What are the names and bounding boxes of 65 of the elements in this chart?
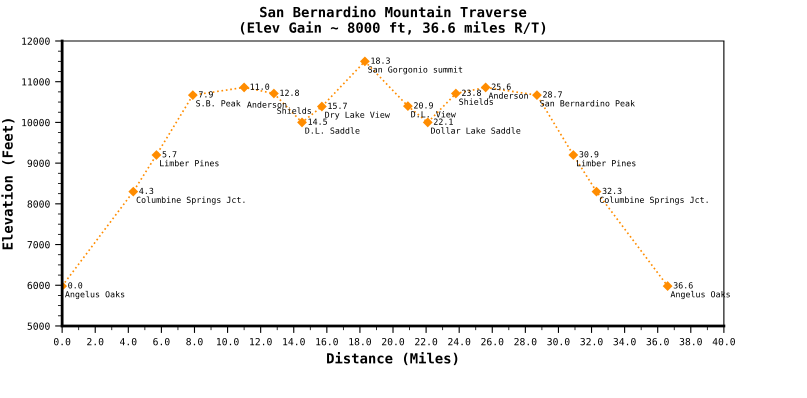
annotation: D.L. Saddle bbox=[305, 127, 360, 134]
x-tick-label: 32.0 bbox=[580, 338, 603, 346]
annotation: San Gorgonio summit bbox=[368, 66, 462, 74]
x-tick-label: 24.0 bbox=[448, 338, 470, 346]
annotation: Dollar Lake Saddle bbox=[431, 127, 520, 134]
y-tick-label: 11000 bbox=[22, 78, 50, 86]
x-tick-label: 8.0 bbox=[186, 338, 203, 346]
annotation: 30.9 bbox=[579, 151, 598, 158]
x-tick-label: 12.0 bbox=[250, 338, 272, 346]
y-tick-label: 8000 bbox=[28, 200, 50, 208]
annotation: 0.0 bbox=[68, 282, 82, 289]
annotation: 4.3 bbox=[139, 188, 154, 194]
x-tick-label: 16.0 bbox=[316, 338, 338, 346]
annotation: Dry Lake View bbox=[325, 111, 390, 120]
y-axis-title: Elevation (Feet) bbox=[1, 119, 14, 250]
annotation: 23.8 bbox=[462, 90, 481, 96]
annotation: Columbine Springs Jct. bbox=[136, 196, 244, 205]
y-tick-label: 10000 bbox=[22, 118, 50, 126]
annotation: Anderson bbox=[247, 101, 286, 108]
y-tick-label: 5000 bbox=[28, 322, 50, 330]
annotation: 12.8 bbox=[280, 90, 299, 96]
x-tick-label: 22.0 bbox=[415, 338, 438, 346]
x-tick-label: 28.0 bbox=[514, 338, 536, 346]
x-tick-label: 6.0 bbox=[153, 338, 170, 346]
x-tick-label: 26.0 bbox=[481, 338, 504, 346]
annotation: Shields bbox=[277, 107, 311, 114]
x-tick-label: 36.0 bbox=[646, 338, 669, 346]
annotation: 7.9 bbox=[198, 91, 213, 98]
y-tick-label: 7000 bbox=[28, 241, 50, 248]
y-tick-label: 12000 bbox=[22, 38, 50, 45]
annotation: 22.1 bbox=[434, 118, 453, 125]
annotation: Shields bbox=[459, 98, 493, 105]
x-tick-label: 0.0 bbox=[54, 338, 70, 346]
x-tick-label: 10.0 bbox=[217, 338, 239, 346]
annotation: 25.6 bbox=[492, 84, 511, 90]
y-tick-label: 6000 bbox=[28, 282, 50, 290]
x-tick-label: 4.0 bbox=[120, 338, 136, 346]
x-tick-label: 34.0 bbox=[614, 338, 636, 346]
annotation: 18.3 bbox=[371, 57, 390, 64]
chart-title: San Bernardino Mountain Traverse (Elev Gain ~ 8000 ft, 36.6 miles R/T) bbox=[240, 6, 546, 35]
annotation: 15.7 bbox=[328, 102, 347, 109]
annotation: Anderson bbox=[488, 92, 528, 99]
annotation: 14.5 bbox=[308, 118, 327, 125]
annotation: Limber Pines bbox=[160, 160, 219, 166]
annotation: Limber Pines bbox=[576, 160, 636, 166]
annotation: Angelus Oaks bbox=[65, 290, 124, 300]
y-tick-label: 9000 bbox=[28, 160, 50, 167]
x-tick-label: 40.0 bbox=[712, 338, 735, 346]
annotation: 5.7 bbox=[162, 151, 176, 158]
annotation: S.B. Peak bbox=[196, 100, 241, 106]
annotation: Columbine Springs Jct. bbox=[600, 196, 708, 205]
annotation: 28.7 bbox=[543, 91, 562, 98]
x-tick-label: 20.0 bbox=[382, 338, 404, 346]
x-axis-title: Distance (Miles) bbox=[327, 352, 458, 366]
x-tick-label: 38.0 bbox=[680, 338, 702, 346]
x-tick-label: 14.0 bbox=[283, 338, 305, 346]
annotation: 32.3 bbox=[602, 188, 622, 194]
annotation: 36.6 bbox=[674, 282, 693, 289]
annotation: 11.0 bbox=[250, 84, 270, 90]
x-tick-label: 18.0 bbox=[349, 338, 371, 346]
annotation: San Bernardino Peak bbox=[540, 100, 635, 106]
x-tick-label: 2.0 bbox=[87, 338, 104, 346]
x-tick-label: 30.0 bbox=[547, 338, 570, 346]
annotation: 20.9 bbox=[414, 102, 433, 109]
annotation: D.L. View bbox=[411, 111, 456, 118]
